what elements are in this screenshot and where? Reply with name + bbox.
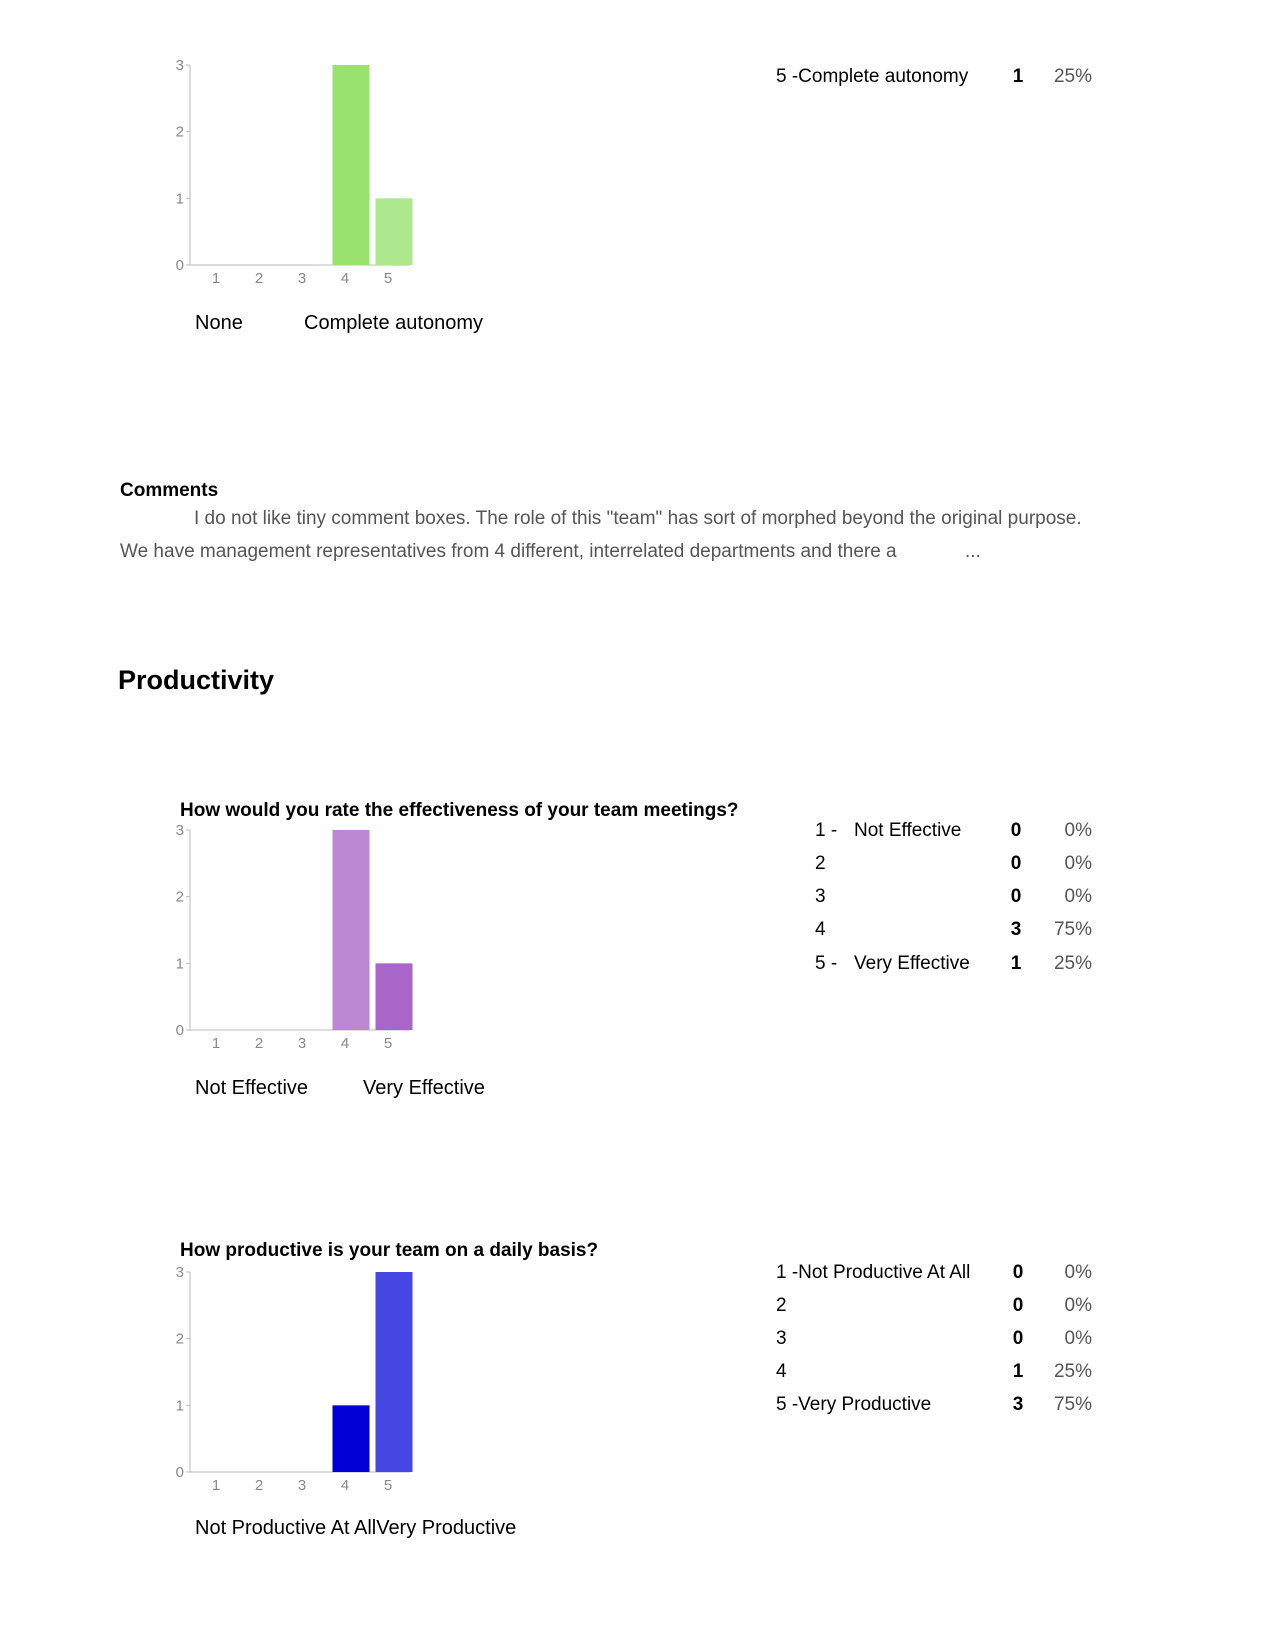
summary-row-percent: 0% (1064, 1295, 1092, 1316)
summary-row-percent: 0% (1064, 1262, 1092, 1283)
summary-row-count: 1 (1012, 1361, 1024, 1382)
summary-row-count: 0 (1010, 886, 1022, 907)
scale-label-low: None (195, 312, 243, 334)
comment-ellipsis: ... (965, 541, 981, 562)
summary-row-count: 0 (1012, 1262, 1024, 1283)
x-tick-label: 3 (298, 1477, 306, 1494)
summary-row-number: 2 (815, 853, 826, 874)
y-tick-label: 3 (176, 57, 184, 74)
comments-heading: Comments (120, 480, 219, 501)
comment-text-line-1: I do not like tiny comment boxes. The ro… (194, 508, 1082, 529)
question-title-effectiveness: How would you rate the effectiveness of … (180, 800, 739, 821)
y-tick-label: 2 (176, 1331, 184, 1348)
effectiveness-bar-chart: 0 1 2 3 1 2 3 4 5 (176, 822, 413, 1052)
comment-text-line-2: We have management representatives from … (120, 541, 897, 562)
summary-row-count: 0 (1012, 1295, 1024, 1316)
x-tick-label: 5 (384, 1477, 392, 1494)
x-tick-label: 3 (298, 270, 306, 287)
summary-row-count: 0 (1012, 1328, 1024, 1349)
y-tick-label: 2 (176, 124, 184, 141)
y-tick-label: 1 (176, 955, 184, 972)
x-tick-label: 4 (341, 1477, 349, 1494)
summary-row-count: 3 (1010, 919, 1022, 940)
bar-4 (332, 830, 370, 1030)
y-tick-label: 0 (176, 1022, 184, 1039)
section-title: Productivity (118, 665, 275, 695)
scale-label-low: Not Effective (195, 1077, 309, 1099)
y-tick-label: 0 (176, 257, 184, 274)
summary-row-count: 1 (1010, 953, 1022, 974)
summary-row-number: 4 (815, 919, 826, 940)
scale-label-high: Very Effective (363, 1077, 485, 1099)
bar-4 (332, 65, 370, 265)
x-tick-label: 1 (212, 1035, 220, 1052)
bar-5 (375, 198, 413, 265)
summary-row-label: 5 -Very Productive (776, 1394, 932, 1415)
summary-row-text: Not Effective (854, 820, 962, 841)
question-title-productivity: How productive is your team on a daily b… (180, 1240, 599, 1261)
summary-row-percent: 0% (1064, 820, 1092, 841)
summary-row-number: 5 - (815, 953, 838, 974)
summary-row-count: 1 (1012, 66, 1024, 87)
bar-5 (375, 963, 413, 1030)
summary-row-label: 4 (776, 1361, 787, 1382)
x-tick-label: 2 (255, 270, 263, 287)
x-tick-label: 4 (341, 270, 349, 287)
y-tick-label: 1 (176, 190, 184, 207)
summary-row-percent: 0% (1064, 886, 1092, 907)
scale-label-high: Complete autonomy (304, 312, 483, 334)
scale-label-combined: Not Productive At AllVery Productive (195, 1517, 517, 1539)
summary-row-percent: 25% (1053, 1361, 1092, 1382)
y-tick-label: 2 (176, 889, 184, 906)
summary-row-percent: 75% (1053, 1394, 1092, 1415)
x-tick-label: 5 (384, 1035, 392, 1052)
summary-row-number: 3 (815, 886, 826, 907)
summary-row-label: 1 -Not Productive At All (776, 1262, 971, 1283)
x-tick-label: 2 (255, 1035, 263, 1052)
summary-row-percent: 25% (1053, 66, 1092, 87)
summary-row-label: 5 -Complete autonomy (776, 66, 969, 87)
x-tick-label: 4 (341, 1035, 349, 1052)
summary-row-label: 2 (776, 1295, 787, 1316)
y-tick-label: 0 (176, 1464, 184, 1481)
summary-row-percent: 25% (1053, 953, 1092, 974)
y-tick-label: 1 (176, 1397, 184, 1414)
productivity-bar-chart: 0 1 2 3 1 2 3 4 5 (176, 1264, 413, 1494)
x-tick-label: 2 (255, 1477, 263, 1494)
x-tick-label: 1 (212, 1477, 220, 1494)
summary-row-number: 1 - (815, 820, 838, 841)
summary-row-percent: 75% (1053, 919, 1092, 940)
summary-row-percent: 0% (1064, 853, 1092, 874)
autonomy-bar-chart: 0 1 2 3 1 2 3 4 5 (176, 57, 413, 287)
summary-row-label: 3 (776, 1328, 787, 1349)
summary-row-percent: 0% (1064, 1328, 1092, 1349)
bar-4 (332, 1405, 370, 1472)
summary-row-count: 3 (1012, 1394, 1024, 1415)
x-tick-label: 1 (212, 270, 220, 287)
y-tick-label: 3 (176, 1264, 184, 1281)
y-tick-label: 3 (176, 822, 184, 839)
summary-row-count: 0 (1010, 820, 1022, 841)
bar-5 (375, 1272, 413, 1472)
x-tick-label: 3 (298, 1035, 306, 1052)
summary-row-text: Very Effective (854, 953, 970, 974)
summary-row-count: 0 (1010, 853, 1022, 874)
x-tick-label: 5 (384, 270, 392, 287)
